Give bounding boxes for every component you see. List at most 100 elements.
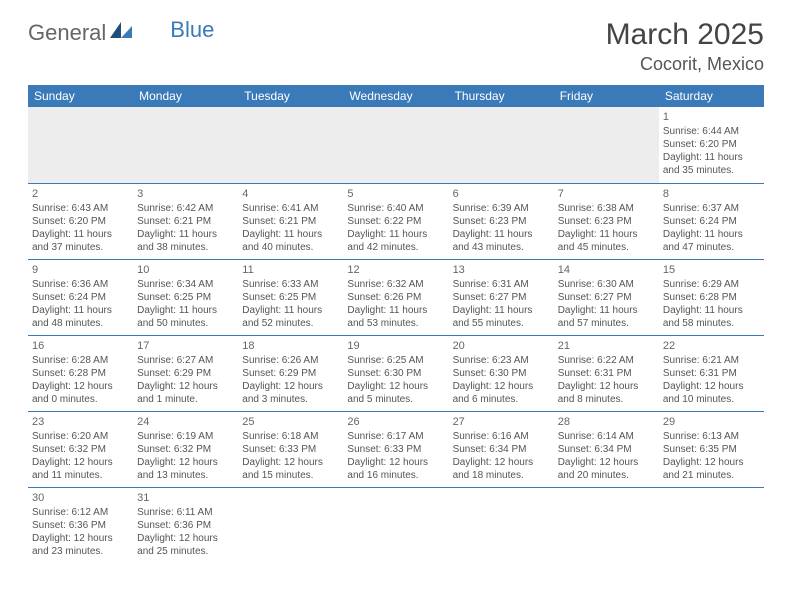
day-number: 22 bbox=[663, 339, 760, 353]
sunrise-text: Sunrise: 6:23 AM bbox=[453, 354, 550, 367]
sunset-text: Sunset: 6:34 PM bbox=[558, 443, 655, 456]
sunrise-text: Sunrise: 6:33 AM bbox=[242, 278, 339, 291]
sunset-text: Sunset: 6:33 PM bbox=[242, 443, 339, 456]
calendar-day-cell: 21Sunrise: 6:22 AMSunset: 6:31 PMDayligh… bbox=[554, 335, 659, 411]
day-number: 15 bbox=[663, 263, 760, 277]
calendar-week-row: 16Sunrise: 6:28 AMSunset: 6:28 PMDayligh… bbox=[28, 335, 764, 411]
day-number: 10 bbox=[137, 263, 234, 277]
dayname-header: Thursday bbox=[449, 85, 554, 107]
day-number: 16 bbox=[32, 339, 129, 353]
sunrise-text: Sunrise: 6:16 AM bbox=[453, 430, 550, 443]
sunset-text: Sunset: 6:34 PM bbox=[453, 443, 550, 456]
calendar-day-cell bbox=[238, 107, 343, 183]
brand-part2: Blue bbox=[170, 17, 214, 43]
daylight-text: Daylight: 11 hours and 38 minutes. bbox=[137, 228, 234, 254]
calendar-day-cell: 25Sunrise: 6:18 AMSunset: 6:33 PMDayligh… bbox=[238, 411, 343, 487]
calendar-day-cell: 29Sunrise: 6:13 AMSunset: 6:35 PMDayligh… bbox=[659, 411, 764, 487]
sunset-text: Sunset: 6:21 PM bbox=[242, 215, 339, 228]
daylight-text: Daylight: 12 hours and 6 minutes. bbox=[453, 380, 550, 406]
day-number: 4 bbox=[242, 187, 339, 201]
calendar-day-cell: 7Sunrise: 6:38 AMSunset: 6:23 PMDaylight… bbox=[554, 183, 659, 259]
daylight-text: Daylight: 12 hours and 25 minutes. bbox=[137, 532, 234, 558]
daylight-text: Daylight: 12 hours and 0 minutes. bbox=[32, 380, 129, 406]
sunrise-text: Sunrise: 6:19 AM bbox=[137, 430, 234, 443]
sunset-text: Sunset: 6:26 PM bbox=[347, 291, 444, 304]
calendar-body: 1Sunrise: 6:44 AMSunset: 6:20 PMDaylight… bbox=[28, 107, 764, 563]
sunrise-text: Sunrise: 6:29 AM bbox=[663, 278, 760, 291]
calendar-day-cell: 30Sunrise: 6:12 AMSunset: 6:36 PMDayligh… bbox=[28, 487, 133, 563]
sunset-text: Sunset: 6:22 PM bbox=[347, 215, 444, 228]
calendar-day-cell: 10Sunrise: 6:34 AMSunset: 6:25 PMDayligh… bbox=[133, 259, 238, 335]
sunrise-text: Sunrise: 6:14 AM bbox=[558, 430, 655, 443]
daylight-text: Daylight: 11 hours and 55 minutes. bbox=[453, 304, 550, 330]
dayname-header: Wednesday bbox=[343, 85, 448, 107]
sunset-text: Sunset: 6:28 PM bbox=[32, 367, 129, 380]
day-number: 19 bbox=[347, 339, 444, 353]
daylight-text: Daylight: 11 hours and 37 minutes. bbox=[32, 228, 129, 254]
sunrise-text: Sunrise: 6:26 AM bbox=[242, 354, 339, 367]
brand-part1: General bbox=[28, 20, 106, 46]
location-label: Cocorit, Mexico bbox=[606, 54, 764, 75]
sunset-text: Sunset: 6:24 PM bbox=[32, 291, 129, 304]
daylight-text: Daylight: 11 hours and 58 minutes. bbox=[663, 304, 760, 330]
day-number: 17 bbox=[137, 339, 234, 353]
day-number: 31 bbox=[137, 491, 234, 505]
dayname-header: Tuesday bbox=[238, 85, 343, 107]
calendar-day-cell: 23Sunrise: 6:20 AMSunset: 6:32 PMDayligh… bbox=[28, 411, 133, 487]
calendar-day-cell: 16Sunrise: 6:28 AMSunset: 6:28 PMDayligh… bbox=[28, 335, 133, 411]
day-number: 9 bbox=[32, 263, 129, 277]
sunrise-text: Sunrise: 6:12 AM bbox=[32, 506, 129, 519]
daylight-text: Daylight: 11 hours and 53 minutes. bbox=[347, 304, 444, 330]
calendar-day-cell: 28Sunrise: 6:14 AMSunset: 6:34 PMDayligh… bbox=[554, 411, 659, 487]
calendar-day-cell bbox=[343, 487, 448, 563]
brand-logo: General Blue bbox=[28, 18, 214, 48]
sunset-text: Sunset: 6:32 PM bbox=[137, 443, 234, 456]
sunrise-text: Sunrise: 6:21 AM bbox=[663, 354, 760, 367]
calendar-day-cell bbox=[133, 107, 238, 183]
calendar-day-cell: 9Sunrise: 6:36 AMSunset: 6:24 PMDaylight… bbox=[28, 259, 133, 335]
daylight-text: Daylight: 11 hours and 40 minutes. bbox=[242, 228, 339, 254]
calendar-day-cell bbox=[343, 107, 448, 183]
sunset-text: Sunset: 6:23 PM bbox=[453, 215, 550, 228]
day-number: 14 bbox=[558, 263, 655, 277]
calendar-day-cell: 12Sunrise: 6:32 AMSunset: 6:26 PMDayligh… bbox=[343, 259, 448, 335]
daylight-text: Daylight: 11 hours and 50 minutes. bbox=[137, 304, 234, 330]
calendar-week-row: 9Sunrise: 6:36 AMSunset: 6:24 PMDaylight… bbox=[28, 259, 764, 335]
sunset-text: Sunset: 6:25 PM bbox=[137, 291, 234, 304]
calendar-day-cell: 17Sunrise: 6:27 AMSunset: 6:29 PMDayligh… bbox=[133, 335, 238, 411]
calendar-day-cell bbox=[28, 107, 133, 183]
calendar-day-cell: 26Sunrise: 6:17 AMSunset: 6:33 PMDayligh… bbox=[343, 411, 448, 487]
calendar-week-row: 2Sunrise: 6:43 AMSunset: 6:20 PMDaylight… bbox=[28, 183, 764, 259]
daylight-text: Daylight: 12 hours and 18 minutes. bbox=[453, 456, 550, 482]
daylight-text: Daylight: 12 hours and 20 minutes. bbox=[558, 456, 655, 482]
sunset-text: Sunset: 6:23 PM bbox=[558, 215, 655, 228]
day-number: 23 bbox=[32, 415, 129, 429]
dayname-header: Friday bbox=[554, 85, 659, 107]
calendar-day-cell: 1Sunrise: 6:44 AMSunset: 6:20 PMDaylight… bbox=[659, 107, 764, 183]
sunrise-text: Sunrise: 6:22 AM bbox=[558, 354, 655, 367]
sunset-text: Sunset: 6:21 PM bbox=[137, 215, 234, 228]
dayname-header: Saturday bbox=[659, 85, 764, 107]
calendar-week-row: 1Sunrise: 6:44 AMSunset: 6:20 PMDaylight… bbox=[28, 107, 764, 183]
day-number: 26 bbox=[347, 415, 444, 429]
daylight-text: Daylight: 11 hours and 42 minutes. bbox=[347, 228, 444, 254]
dayname-header: Sunday bbox=[28, 85, 133, 107]
day-number: 29 bbox=[663, 415, 760, 429]
daylight-text: Daylight: 11 hours and 45 minutes. bbox=[558, 228, 655, 254]
daylight-text: Daylight: 12 hours and 1 minute. bbox=[137, 380, 234, 406]
calendar-day-cell: 2Sunrise: 6:43 AMSunset: 6:20 PMDaylight… bbox=[28, 183, 133, 259]
header: General Blue March 2025 Cocorit, Mexico bbox=[28, 18, 764, 75]
sunrise-text: Sunrise: 6:18 AM bbox=[242, 430, 339, 443]
sunset-text: Sunset: 6:35 PM bbox=[663, 443, 760, 456]
day-number: 21 bbox=[558, 339, 655, 353]
calendar-day-cell: 13Sunrise: 6:31 AMSunset: 6:27 PMDayligh… bbox=[449, 259, 554, 335]
sunset-text: Sunset: 6:28 PM bbox=[663, 291, 760, 304]
calendar-day-cell: 8Sunrise: 6:37 AMSunset: 6:24 PMDaylight… bbox=[659, 183, 764, 259]
day-number: 13 bbox=[453, 263, 550, 277]
sunrise-text: Sunrise: 6:38 AM bbox=[558, 202, 655, 215]
calendar-day-cell: 3Sunrise: 6:42 AMSunset: 6:21 PMDaylight… bbox=[133, 183, 238, 259]
month-title: March 2025 bbox=[606, 18, 764, 52]
sunrise-text: Sunrise: 6:40 AM bbox=[347, 202, 444, 215]
daylight-text: Daylight: 12 hours and 13 minutes. bbox=[137, 456, 234, 482]
sunset-text: Sunset: 6:30 PM bbox=[453, 367, 550, 380]
